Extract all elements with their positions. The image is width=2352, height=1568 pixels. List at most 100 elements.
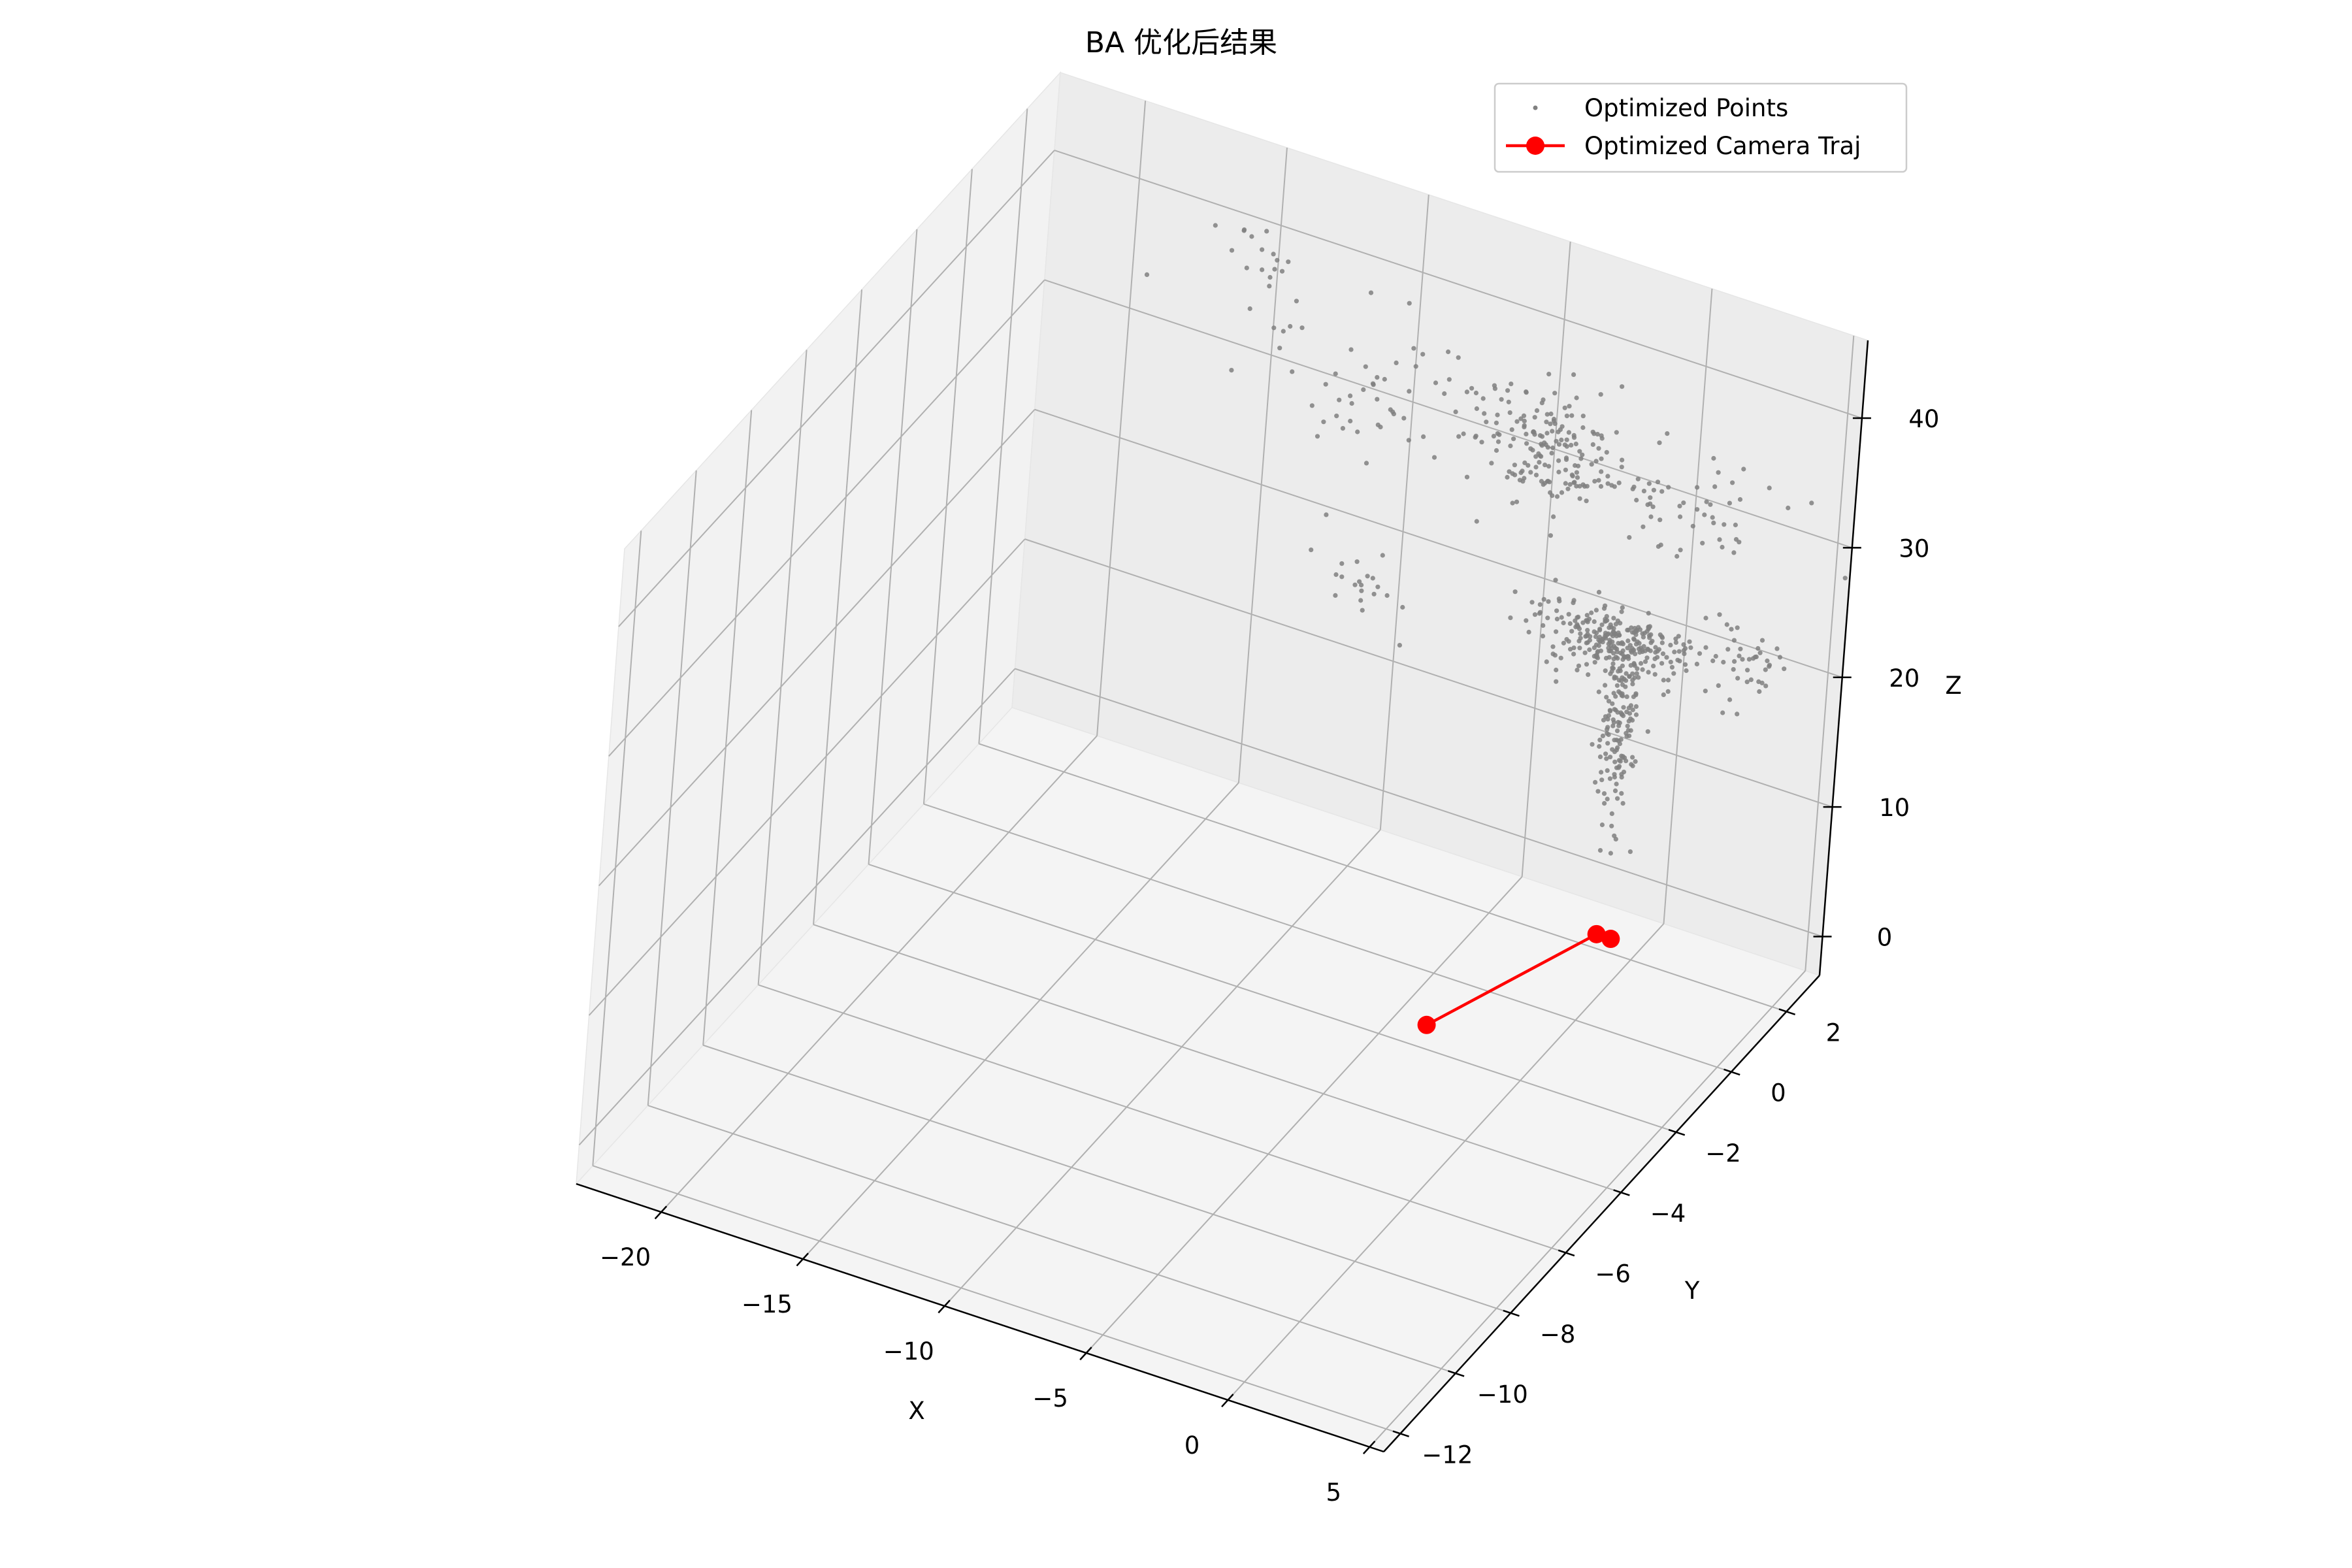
point-marker [1552,653,1558,658]
point-marker [1678,514,1683,519]
point-marker [1786,505,1791,511]
point-marker [1533,465,1539,470]
point-marker [1619,791,1624,796]
point-marker [1340,426,1345,431]
point-marker [1275,257,1280,263]
point-marker [1260,247,1265,252]
z-tick-label: 30 [1899,534,1929,563]
point-marker [1630,678,1635,683]
point-marker [1375,422,1380,427]
point-marker [1695,507,1700,512]
point-marker [1681,500,1686,506]
point-marker [1271,325,1277,331]
point-marker [1584,613,1590,618]
point-marker [1522,423,1527,428]
point-marker [1323,382,1328,387]
point-marker [1610,661,1616,666]
point-marker [1592,660,1597,665]
point-marker [1620,663,1625,668]
point-marker [1621,705,1626,710]
point-marker [1630,755,1635,760]
point-marker [1505,474,1510,480]
point-marker [1539,434,1545,439]
point-marker [1645,729,1650,734]
point-marker [1539,443,1544,448]
point-marker [1545,478,1550,483]
point-marker [1612,833,1617,838]
point-marker [1748,677,1754,682]
point-marker [1665,689,1671,694]
point-marker [1608,622,1613,627]
point-marker [1552,391,1558,396]
grid-line-x-back [1805,335,1855,971]
point-marker [1606,732,1611,738]
point-marker [1604,449,1609,455]
point-marker [1674,553,1680,559]
point-marker [1599,469,1604,474]
point-marker [1639,661,1644,666]
point-marker [1559,615,1564,620]
point-marker [1763,683,1769,689]
point-marker [1613,621,1618,627]
x-tick-mark [796,1252,809,1267]
point-marker [1512,589,1518,595]
point-marker [1659,640,1665,645]
point-marker [1596,446,1601,451]
point-marker [1842,576,1848,581]
point-marker [1534,408,1540,414]
point-marker [1453,409,1458,415]
point-marker [1627,674,1632,679]
point-marker [1717,612,1722,617]
point-marker [1610,717,1616,723]
x-tick-mark [1079,1347,1092,1361]
point-marker [1658,517,1663,523]
point-marker [1492,383,1497,388]
point-marker [1616,723,1622,728]
point-marker [1593,634,1598,640]
point-marker [1633,691,1639,696]
point-marker [1590,442,1595,448]
point-marker [1704,499,1709,504]
point-marker [1518,416,1524,421]
camera-traj-marker [1417,1015,1436,1034]
grid-line-x-floor [1227,923,1665,1401]
point-marker [1522,476,1527,481]
point-marker [1641,644,1646,649]
point-marker [1599,622,1605,627]
point-marker [1360,608,1365,613]
point-marker [1464,474,1470,480]
point-marker [1648,495,1653,500]
point-marker [1687,639,1692,644]
grid-line-x-floor [1369,970,1806,1448]
point-marker [1567,482,1573,487]
point-marker [1391,412,1396,417]
point-marker [1648,640,1654,645]
point-marker [1364,461,1369,466]
y-tick-mark [1558,1249,1575,1257]
point-marker [1651,663,1656,669]
point-marker [1551,416,1557,422]
x-tick-label: 0 [1184,1431,1200,1460]
grid-line-z-back [1034,408,1843,678]
point-marker [1554,494,1560,499]
point-marker [1629,645,1635,651]
point-marker [1520,468,1525,474]
point-marker [1548,411,1554,417]
y-tick-label: −6 [1595,1260,1631,1288]
point-marker [1554,438,1559,444]
point-marker [1676,634,1681,639]
point-marker [1582,650,1588,655]
point-marker [1590,742,1595,747]
point-marker [1608,755,1613,760]
point-marker [1582,483,1588,489]
y-tick-label: −12 [1422,1441,1473,1469]
point-marker [1315,434,1320,439]
grid-line-y-floor [647,1105,1456,1374]
grid-line-z-back [1054,150,1863,419]
point-marker [1473,390,1478,396]
point-marker [1735,625,1740,630]
point-marker [1597,627,1603,633]
x-tick-mark [654,1205,668,1220]
point-marker [1550,445,1556,451]
point-marker [1333,593,1338,598]
